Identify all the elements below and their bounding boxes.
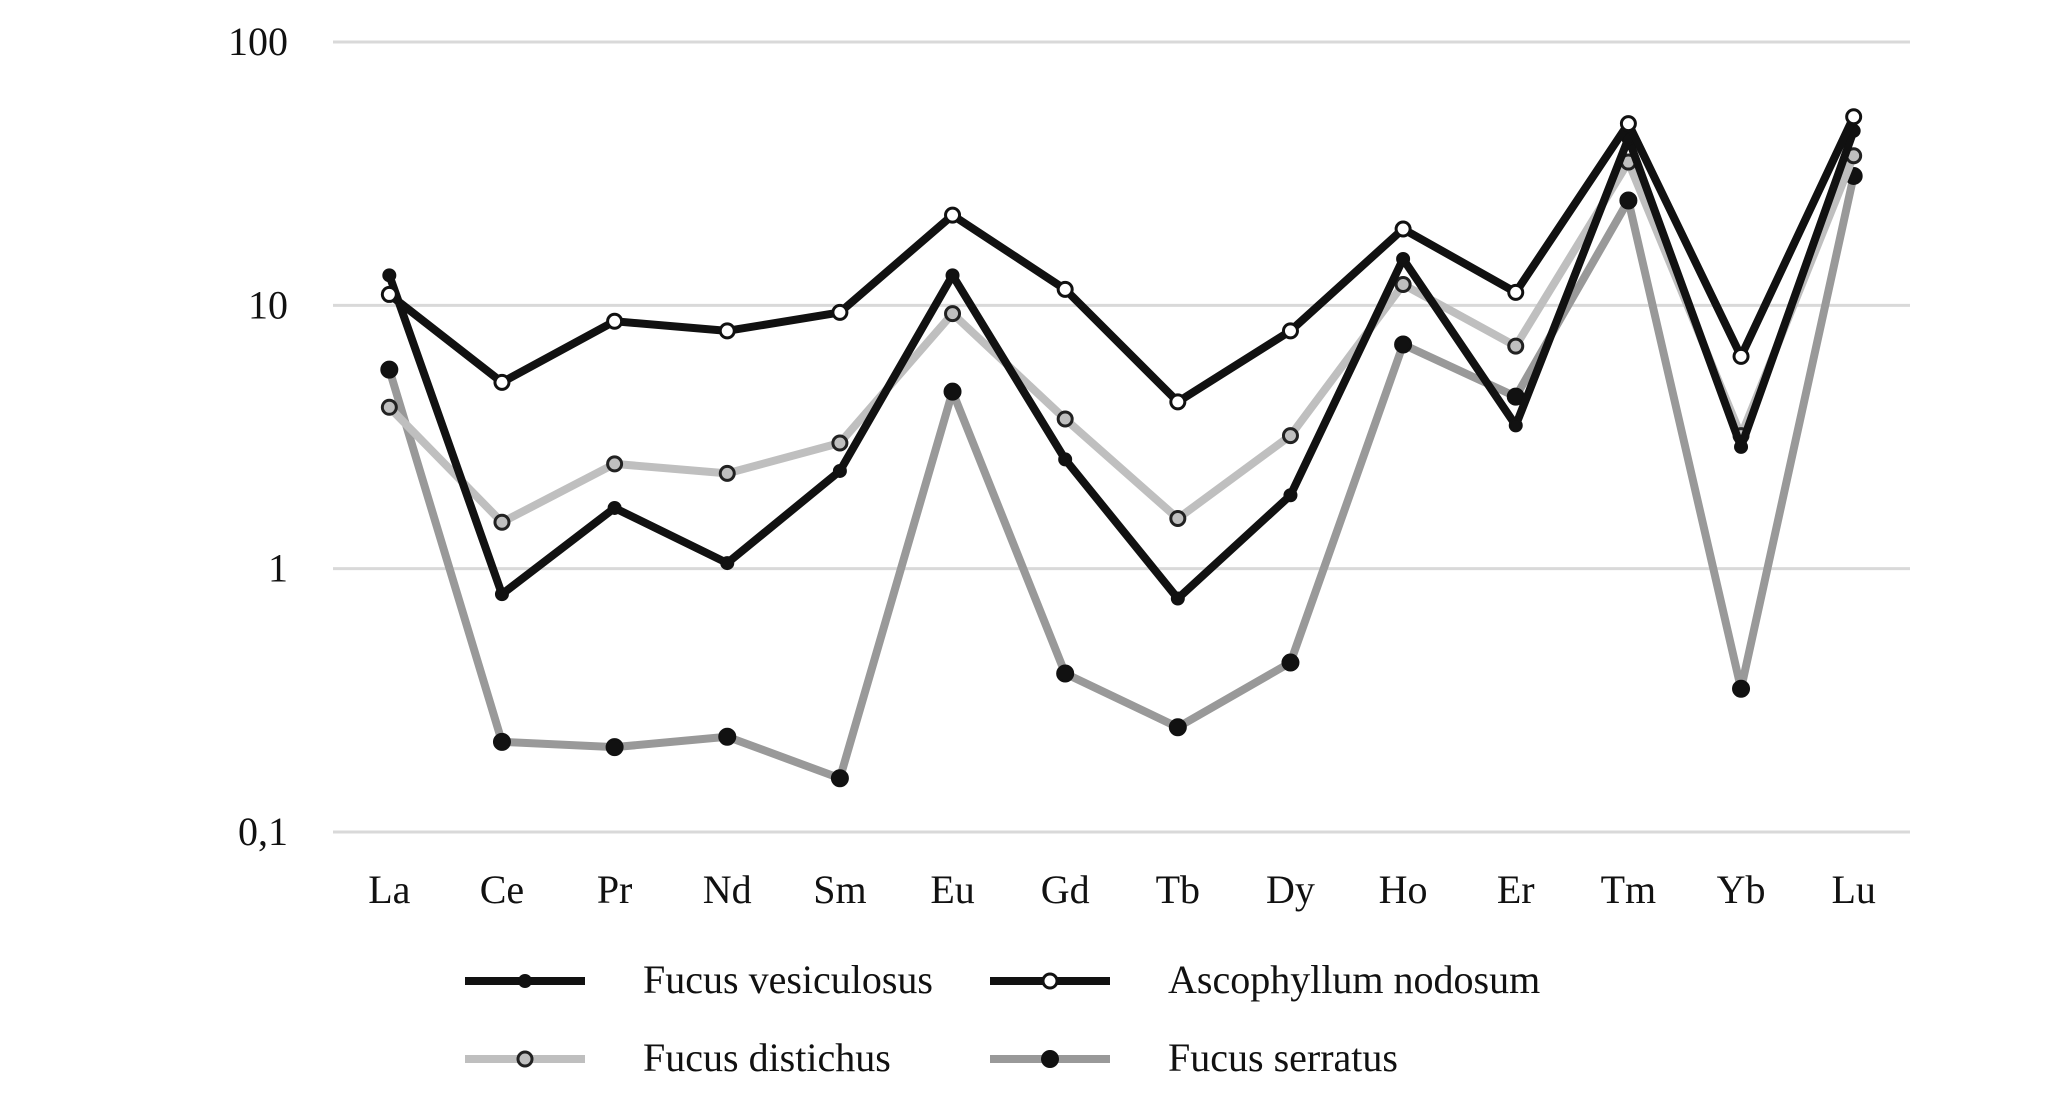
- legend-item: Fucus vesiculosus: [465, 957, 933, 1002]
- x-tick-label: Gd: [1041, 867, 1090, 912]
- data-point: [492, 732, 511, 751]
- x-tick-label: Dy: [1266, 867, 1315, 912]
- data-point: [1394, 335, 1413, 354]
- series-line: [385, 126, 1858, 603]
- data-point: [1169, 393, 1187, 411]
- data-point: [1281, 653, 1300, 672]
- legend-swatch-marker: [1041, 1050, 1059, 1068]
- x-tick-label: Pr: [597, 867, 633, 912]
- y-tick-label: 10: [248, 282, 288, 327]
- x-tick-label: Er: [1497, 867, 1535, 912]
- data-point: [380, 360, 399, 379]
- series-layer: [380, 108, 1863, 788]
- series-fucus-serratus: [380, 166, 1863, 788]
- data-point: [720, 556, 735, 571]
- data-point: [1283, 488, 1298, 503]
- data-point: [718, 727, 737, 746]
- legend-swatch-marker: [1041, 972, 1059, 990]
- data-point: [1734, 439, 1749, 454]
- data-point: [1056, 280, 1074, 298]
- data-point: [1170, 591, 1185, 606]
- x-tick-label: Tb: [1156, 867, 1200, 912]
- data-point: [832, 463, 847, 478]
- legend-label: Fucus distichus: [643, 1035, 891, 1080]
- x-tick-label: Tm: [1601, 867, 1657, 912]
- x-tick-label: Ce: [480, 867, 524, 912]
- legend-item: Ascophyllum nodosum: [990, 957, 1540, 1002]
- series-ascophyllum-nodosum: [380, 108, 1863, 411]
- x-tick-label: Nd: [703, 867, 752, 912]
- data-point: [1619, 191, 1638, 210]
- data-point: [944, 305, 962, 323]
- x-tick-label: Sm: [813, 867, 866, 912]
- legend-swatch-marker: [516, 1050, 534, 1068]
- series-line: [385, 171, 1858, 783]
- data-point: [382, 268, 397, 283]
- data-point: [1507, 283, 1525, 301]
- data-point: [718, 464, 736, 482]
- x-tick-label: Yb: [1717, 867, 1766, 912]
- data-point: [830, 769, 849, 788]
- data-point: [380, 285, 398, 303]
- data-point: [1281, 322, 1299, 340]
- data-point: [1056, 664, 1075, 683]
- series-fucus-vesiculosus: [382, 123, 1861, 606]
- x-tick-label: La: [368, 867, 410, 912]
- data-point: [1394, 275, 1412, 293]
- y-tick-label: 100: [228, 19, 288, 64]
- data-point: [1732, 347, 1750, 365]
- data-point: [606, 312, 624, 330]
- legend-item: Fucus distichus: [465, 1035, 891, 1080]
- legend-label: Fucus vesiculosus: [643, 957, 933, 1002]
- data-point: [1169, 510, 1187, 528]
- data-point: [493, 513, 511, 531]
- data-point: [831, 434, 849, 452]
- x-tick-label: Eu: [930, 867, 974, 912]
- x-tick-label: Lu: [1831, 867, 1875, 912]
- data-point: [831, 303, 849, 321]
- data-point: [493, 373, 511, 391]
- legend-item: Fucus serratus: [990, 1035, 1398, 1080]
- data-point: [605, 738, 624, 757]
- y-axis-ticks: 100 10 1 0,1: [228, 19, 288, 854]
- data-point: [1507, 337, 1525, 355]
- x-axis-ticks: La Ce Pr Nd Sm Eu Gd Tb Dy Ho Er Tm Yb Lu: [368, 867, 1876, 912]
- data-point: [1394, 220, 1412, 238]
- data-point: [1508, 418, 1523, 433]
- data-point: [606, 455, 624, 473]
- data-point: [1281, 427, 1299, 445]
- legend-label: Fucus serratus: [1168, 1035, 1398, 1080]
- data-point: [1168, 718, 1187, 737]
- data-point: [944, 206, 962, 224]
- data-point: [1845, 108, 1863, 126]
- legend-label: Ascophyllum nodosum: [1168, 957, 1540, 1002]
- series-line: [385, 112, 1858, 406]
- data-point: [1732, 679, 1751, 698]
- gridlines: [333, 40, 1910, 834]
- data-point: [1396, 251, 1411, 266]
- series-fucus-distichus: [380, 147, 1863, 531]
- data-point: [945, 268, 960, 283]
- data-point: [1619, 115, 1637, 133]
- legend: Fucus vesiculosus Ascophyllum nodosum Fucu…: [465, 957, 1540, 1080]
- data-point: [718, 322, 736, 340]
- x-tick-label: Ho: [1379, 867, 1428, 912]
- legend-swatch-marker: [518, 974, 532, 988]
- data-point: [607, 500, 622, 515]
- y-tick-label: 0,1: [238, 809, 288, 854]
- data-point: [494, 587, 509, 602]
- y-tick-label: 1: [268, 546, 288, 591]
- data-point: [380, 398, 398, 416]
- data-point: [1056, 410, 1074, 428]
- data-point: [1058, 452, 1073, 467]
- data-point: [943, 382, 962, 401]
